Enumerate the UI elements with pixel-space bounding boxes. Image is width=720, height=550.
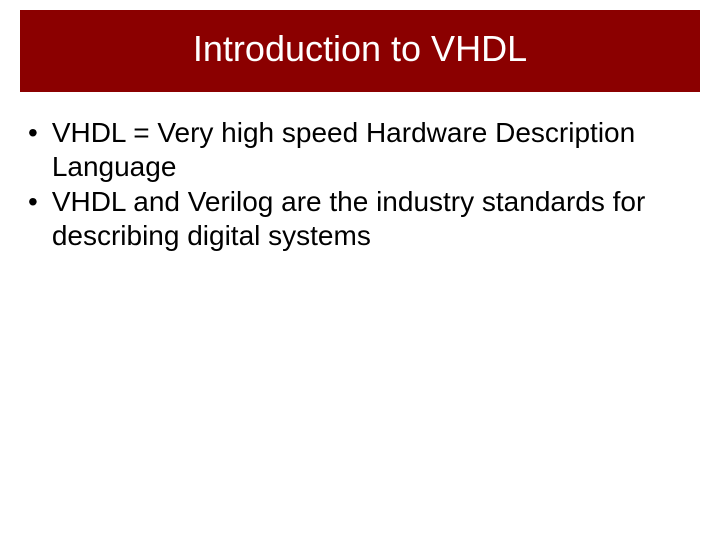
- slide-title: Introduction to VHDL: [193, 28, 527, 69]
- bullet-item: • VHDL = Very high speed Hardware Descri…: [28, 116, 680, 183]
- bullet-marker: •: [28, 116, 38, 150]
- bullet-marker: •: [28, 185, 38, 219]
- bullet-text: VHDL = Very high speed Hardware Descript…: [52, 116, 680, 183]
- bullet-text: VHDL and Verilog are the industry standa…: [52, 185, 680, 252]
- slide-body: • VHDL = Very high speed Hardware Descri…: [0, 116, 720, 252]
- bullet-item: • VHDL and Verilog are the industry stan…: [28, 185, 680, 252]
- slide-title-bar: Introduction to VHDL: [20, 10, 700, 92]
